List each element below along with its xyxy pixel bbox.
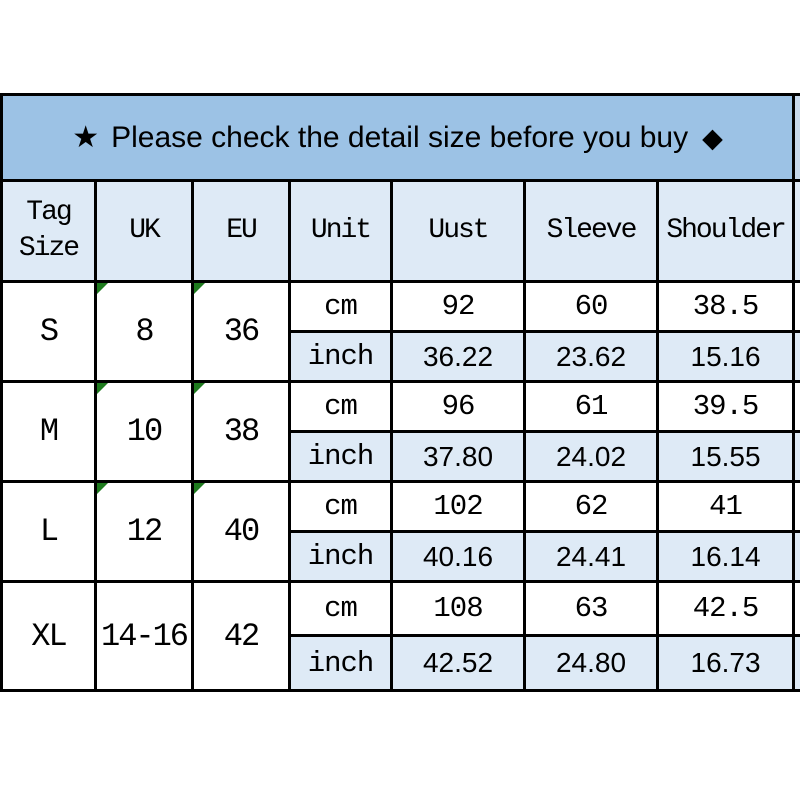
table-edge-sliver (792, 179, 800, 283)
eu-size-cell: 36 (191, 280, 291, 383)
uk-size-value: 8 (135, 313, 154, 350)
header-row: Tag Size UK EU Unit Uust Sleeve Shoulder (0, 179, 800, 283)
table-edge-sliver (792, 93, 800, 182)
uk-size-value: 10 (126, 413, 163, 450)
bust-value-cell: 92 (390, 280, 526, 333)
tag-size-cell: M (0, 380, 97, 483)
column-header-sleeve: Sleeve (523, 179, 659, 283)
sleeve-value-cell: 24.80 (523, 634, 659, 692)
table-edge-sliver (792, 430, 800, 483)
banner: ★ Please check the detail size before you… (0, 93, 796, 182)
bust-value-cell: 36.22 (390, 330, 526, 383)
table-row-s-inch: inch 36.22 23.62 15.16 (2, 330, 800, 383)
tag-size-cell: L (0, 480, 97, 583)
table-edge-sliver (792, 330, 800, 383)
uk-size-value: 12 (126, 513, 163, 550)
table-row-xl-inch: inch 42.52 24.80 16.73 (2, 634, 800, 692)
bust-value-cell: 37.80 (390, 430, 526, 483)
bust-value-cell: 102 (390, 480, 526, 533)
table-edge-sliver (792, 580, 800, 637)
eu-size-value: 38 (223, 413, 260, 450)
column-header-tag-size: Tag Size (0, 179, 97, 283)
shoulder-value-cell: 41 (655, 480, 796, 533)
green-triangle-icon (195, 284, 205, 294)
eu-size-cell: 42 (191, 580, 291, 692)
star-icon: ★ (72, 121, 100, 154)
eu-size-value: 40 (223, 513, 260, 550)
uk-size-cell: 10 (94, 380, 194, 483)
shoulder-value-cell: 42.5 (655, 580, 796, 637)
eu-size-value: 42 (223, 617, 260, 655)
shoulder-value-cell: 38.5 (655, 280, 796, 333)
green-triangle-icon (195, 384, 205, 394)
table-edge-sliver (792, 530, 800, 583)
sleeve-value-cell: 61 (523, 380, 659, 433)
table-row-s-cm: S 8 36 cm 92 60 38.5 (0, 280, 800, 383)
table-row-l-cm: L 12 40 cm 102 62 41 (0, 480, 800, 583)
eu-size-cell: 38 (191, 380, 291, 483)
tag-size-cell: XL (0, 580, 97, 692)
green-triangle-icon (98, 484, 108, 494)
table-row-xl-cm: XL 14-16 42 cm 108 63 42.5 (0, 580, 800, 692)
bust-value-cell: 40.16 (390, 530, 526, 583)
uk-size-cell: 14-16 (94, 580, 194, 692)
sleeve-value-cell: 23.62 (523, 330, 659, 383)
sleeve-value-cell: 24.41 (523, 530, 659, 583)
table-edge-sliver (792, 280, 800, 333)
size-chart-table: ★ Please check the detail size before you… (0, 93, 800, 692)
banner-text: Please check the detail size before you … (111, 121, 689, 154)
shoulder-value-cell: 16.14 (655, 530, 796, 583)
table-row-l-inch: inch 40.16 24.41 16.14 (2, 530, 800, 583)
table-row-m-cm: M 10 38 cm 96 61 39.5 (0, 380, 800, 483)
unit-label-cell: cm (288, 580, 393, 637)
eu-size-value: 36 (223, 313, 260, 350)
sleeve-value-cell: 62 (523, 480, 659, 533)
shoulder-value-cell: 39.5 (655, 380, 796, 433)
banner-row: ★ Please check the detail size before you… (0, 93, 800, 182)
table-edge-sliver (792, 480, 800, 533)
unit-label-cell: inch (288, 634, 393, 692)
unit-label-cell: inch (288, 430, 393, 483)
column-header-bust: Uust (390, 179, 526, 283)
column-header-eu: EU (191, 179, 291, 283)
bust-value-cell: 96 (390, 380, 526, 433)
column-header-uk: UK (94, 179, 194, 283)
shoulder-value-cell: 16.73 (655, 634, 796, 692)
table-row-m-inch: inch 37.80 24.02 15.55 (2, 430, 800, 483)
uk-size-cell: 12 (94, 480, 194, 583)
green-triangle-icon (98, 384, 108, 394)
table-edge-sliver (792, 634, 800, 692)
column-header-unit: Unit (288, 179, 393, 283)
uk-size-cell: 8 (94, 280, 194, 383)
unit-label-cell: cm (288, 380, 393, 433)
green-triangle-icon (98, 284, 108, 294)
tag-size-cell: S (0, 280, 97, 383)
sleeve-value-cell: 60 (523, 280, 659, 333)
shoulder-value-cell: 15.16 (655, 330, 796, 383)
shoulder-value-cell: 15.55 (655, 430, 796, 483)
eu-size-cell: 40 (191, 480, 291, 583)
green-triangle-icon (195, 484, 205, 494)
column-header-shoulder: Shoulder (655, 179, 796, 283)
unit-label-cell: inch (288, 330, 393, 383)
unit-label-cell: cm (288, 480, 393, 533)
uk-size-value: 14-16 (100, 617, 189, 655)
unit-label-cell: inch (288, 530, 393, 583)
sleeve-value-cell: 63 (523, 580, 659, 637)
table-edge-sliver (792, 380, 800, 433)
unit-label-cell: cm (288, 280, 393, 333)
bust-value-cell: 42.52 (390, 634, 526, 692)
diamond-icon: ◆ (702, 123, 723, 153)
sleeve-value-cell: 24.02 (523, 430, 659, 483)
bust-value-cell: 108 (390, 580, 526, 637)
